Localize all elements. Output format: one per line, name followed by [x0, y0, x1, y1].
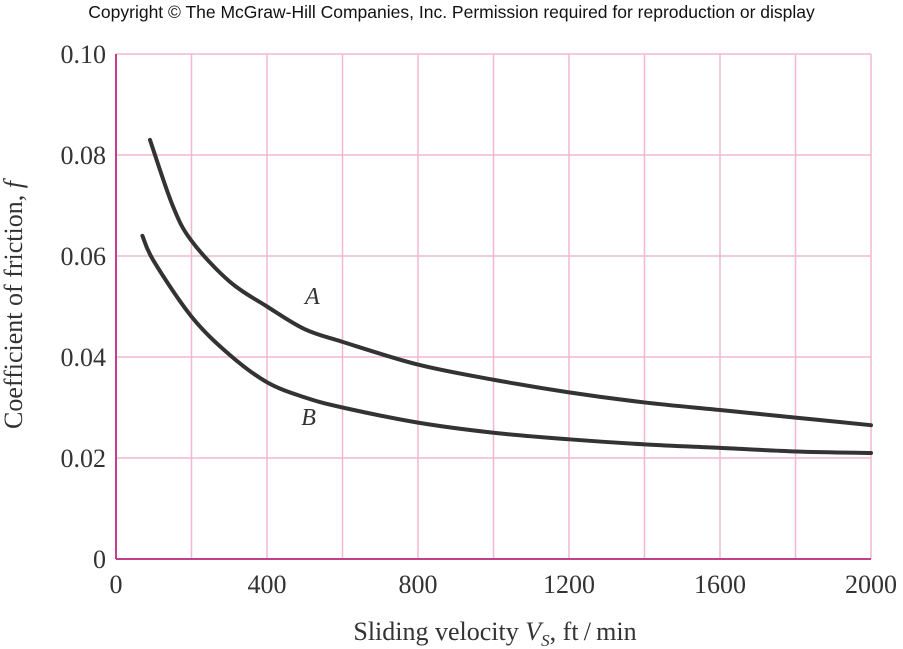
series	[140, 137, 873, 455]
curve-label-a: A	[303, 284, 320, 310]
x-tick-label: 2000	[845, 570, 897, 599]
y-tick-label: 0	[93, 545, 106, 574]
x-tick-label: 0	[110, 570, 123, 599]
y-tick-label: 0.02	[61, 444, 107, 473]
y-tick-label: 0.04	[61, 343, 107, 372]
y-tick-label: 0.06	[61, 242, 107, 271]
y-axis-label: Coefficient of friction, f	[0, 177, 28, 429]
y-tick-label: 0.10	[61, 40, 107, 69]
copyright-notice: Copyright © The McGraw-Hill Companies, I…	[88, 2, 815, 22]
curve-labels: AB	[301, 284, 320, 431]
x-tick-label: 1600	[694, 570, 746, 599]
series-line-a	[147, 137, 873, 428]
x-tick-labels: 0 400 800 1200 1600 2000	[110, 570, 898, 599]
x-tick-label: 1200	[543, 570, 595, 599]
x-tick-label: 800	[399, 570, 438, 599]
y-tick-labels: 0 0.02 0.04 0.06 0.08 0.10	[61, 40, 107, 574]
axes	[115, 54, 871, 560]
x-tick-label: 400	[248, 570, 287, 599]
series-line-b	[140, 233, 873, 455]
y-tick-label: 0.08	[61, 141, 107, 170]
x-axis-label: Sliding velocity VS, ft / min	[353, 617, 636, 649]
curve-label-b: B	[301, 405, 316, 431]
grid	[116, 53, 872, 559]
